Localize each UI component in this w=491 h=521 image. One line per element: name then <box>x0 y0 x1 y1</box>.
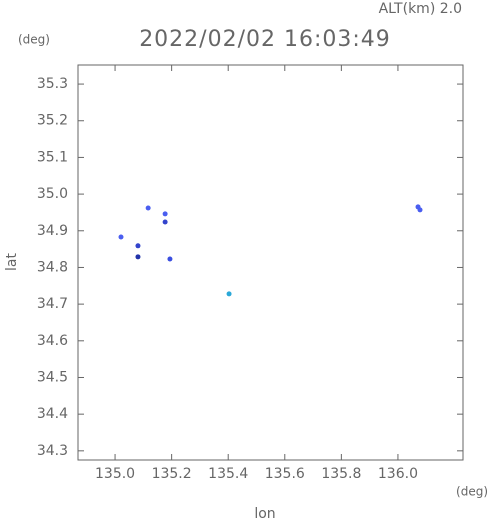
echo-point <box>135 254 141 260</box>
y-tick-label: 34.3 <box>37 443 68 459</box>
x-tick-label: 135.8 <box>321 466 361 482</box>
echo-point <box>162 211 168 217</box>
x-axis-label: lon <box>254 506 275 521</box>
y-tick-label: 35.0 <box>37 186 68 202</box>
echo-point <box>118 234 124 240</box>
x-tick-label: 135.4 <box>208 466 248 482</box>
echo-point <box>162 219 168 225</box>
x-tick-label: 135.0 <box>95 466 135 482</box>
echo-point <box>226 291 232 297</box>
x-tick-label: 136.0 <box>378 466 418 482</box>
x-tick-label: 135.2 <box>152 466 192 482</box>
x-unit: (deg) <box>456 485 488 499</box>
y-tick-label: 34.8 <box>37 259 68 275</box>
x-tick-label: 135.6 <box>265 466 305 482</box>
y-tick-label: 34.7 <box>37 296 68 312</box>
echo-point <box>145 205 151 211</box>
altitude-label: ALT(km) 2.0 <box>379 1 462 17</box>
y-tick-label: 34.5 <box>37 369 68 385</box>
y-tick-label: 35.2 <box>37 113 68 129</box>
y-tick-label: 34.9 <box>37 223 68 239</box>
echo-point <box>135 243 141 249</box>
y-unit: (deg) <box>18 33 50 47</box>
y-tick-label: 34.4 <box>37 406 68 422</box>
y-tick-label: 34.6 <box>37 333 68 349</box>
y-axis-label: lat <box>4 253 20 271</box>
y-tick-label: 35.1 <box>37 149 68 165</box>
echo-point <box>167 256 173 262</box>
plot-frame <box>77 64 464 461</box>
chart-title: 2022/02/02 16:03:49 <box>139 27 391 52</box>
y-tick-label: 35.3 <box>37 76 68 92</box>
echo-point <box>417 207 423 213</box>
